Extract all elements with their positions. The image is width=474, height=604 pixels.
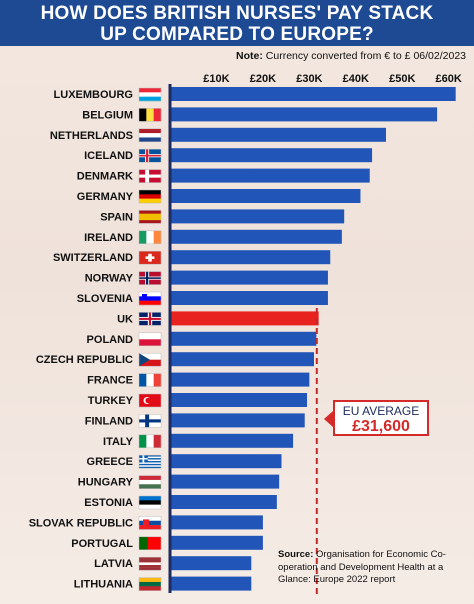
bar [170,209,345,224]
category-label: ESTONIA [84,497,133,509]
note-text: Currency converted from € to £ 06/02/202… [265,50,466,62]
title-line-2: UP COMPARED TO EUROPE? [100,24,374,45]
flag-pt-icon [138,536,162,551]
category-label: LITHUANIA [74,579,133,591]
bar [170,291,328,305]
category-label: NETHERLANDS [50,130,133,142]
category-label: TURKEY [88,395,134,407]
bar [170,535,263,550]
flag-no-icon [138,271,162,285]
flag-de-icon [138,189,162,204]
bar [170,331,317,346]
bar [170,270,328,285]
flag-is-icon [138,148,162,163]
flag-it-icon [138,434,162,449]
flag-lu-icon [138,87,162,102]
category-label: ITALY [103,436,134,448]
x-tick-label: £10K [203,73,229,85]
flag-pl-icon [138,332,162,347]
category-label: FRANCE [87,375,133,387]
bar [170,372,310,387]
flag-dk-icon [138,169,162,183]
flag-lv-icon [138,556,162,571]
category-label: SPAIN [100,211,133,223]
callout-label: EU AVERAGE [342,404,420,418]
flag-gr-icon [138,454,162,469]
category-label: LATVIA [94,558,133,570]
category-label: FINLAND [85,415,133,427]
note-label: Note: [236,50,263,62]
flag-be-icon [138,108,162,122]
bar [170,352,314,367]
bar [170,433,294,448]
x-tick-label: £30K [296,73,322,85]
bar [170,229,342,244]
category-label: HUNGARY [78,477,134,489]
flag-nl-icon [138,128,162,143]
category-label: SWITZERLAND [53,252,133,264]
callout-value: £31,600 [352,418,410,435]
category-label: SLOVAK REPUBLIC [29,517,133,529]
flag-hu-icon [138,475,162,489]
category-label: LUXEMBOURG [54,89,133,101]
bar [170,515,263,530]
bar [170,413,305,428]
bar [170,189,361,203]
category-label: POLAND [87,334,134,346]
source-label: Source: [278,549,314,560]
callout-arrow-icon [324,411,333,427]
flag-sk-icon [138,516,162,530]
flag-tr-icon [138,393,162,408]
category-label: UK [117,313,133,325]
chart-title: HOW DOES BRITISH NURSES' PAY STACK UP CO… [0,0,474,46]
bar [170,87,456,101]
currency-note: Note: Currency converted from € to £ 06/… [0,50,466,62]
flag-es-icon [138,210,162,224]
highlight-bar [170,311,319,326]
bar [170,107,438,122]
bar [170,474,280,489]
flag-fr-icon [138,373,162,387]
source-note: Source: Organisation for Economic Co-ope… [278,549,470,587]
category-label: IRELAND [84,232,133,244]
x-tick-label: £20K [250,73,276,85]
flag-ee-icon [138,495,162,510]
category-label: BELGIUM [82,109,133,121]
category-label: DENMARK [77,171,133,183]
flag-ie-icon [138,230,162,245]
category-label: SLOVENIA [77,293,133,305]
title-line-1: HOW DOES BRITISH NURSES' PAY STACK [40,3,434,24]
bar [170,576,252,591]
bar [170,168,370,183]
flag-gb-icon [138,312,162,326]
flag-ch-icon [138,250,162,265]
x-tick-label: £40K [343,73,369,85]
category-label: PORTUGAL [71,538,133,550]
category-label: NORWAY [85,273,134,285]
flag-si-icon [138,291,162,306]
category-label: GERMANY [77,191,134,203]
bar [170,250,331,265]
category-label: GREECE [87,456,133,468]
category-label: CZECH REPUBLIC [36,354,133,366]
bar [170,454,282,469]
flag-cz-icon [138,352,162,367]
source-text: Organisation for Economic Co-operation a… [278,549,446,585]
x-tick-label: £60K [436,73,462,85]
bar [170,148,373,163]
x-tick-label: £50K [389,73,415,85]
flag-fi-icon [138,414,162,428]
bar [170,393,308,407]
bar [170,556,252,571]
category-label: ICELAND [84,150,133,162]
bar [170,495,277,509]
flag-lt-icon [138,577,162,591]
bar [170,127,386,142]
eu-average-callout: EU AVERAGE £31,600 [333,400,429,436]
